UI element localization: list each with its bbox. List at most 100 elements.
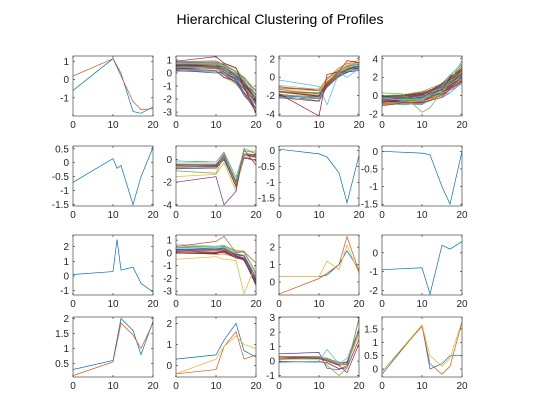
series-line xyxy=(279,68,359,106)
profile-line xyxy=(382,82,462,106)
series-line xyxy=(382,63,462,101)
plot-area xyxy=(279,146,359,206)
series-line xyxy=(279,60,359,116)
series-line xyxy=(73,58,153,110)
plot-area xyxy=(176,317,256,377)
series-group xyxy=(279,317,359,377)
y-tick-label: -1.5 xyxy=(258,194,276,205)
series-group xyxy=(176,235,256,295)
x-tick-label: 0 xyxy=(379,299,385,310)
series-group xyxy=(279,60,359,116)
y-tick-label: 0.5 xyxy=(55,144,69,155)
series-group xyxy=(279,148,359,205)
y-tick-label: -0.5 xyxy=(258,162,276,173)
profile-line xyxy=(176,249,256,283)
x-tick-label: 20 xyxy=(353,299,365,310)
profile-line xyxy=(382,75,462,101)
series-line xyxy=(176,56,256,114)
x-tick-label: 20 xyxy=(147,381,159,392)
series-line xyxy=(279,319,359,371)
x-tick-label: 20 xyxy=(250,120,262,131)
x-tick-label: 0 xyxy=(379,120,385,131)
series-line xyxy=(382,60,462,113)
series-line xyxy=(382,150,462,206)
x-tick-label: 0 xyxy=(70,210,76,221)
x-tick-label: 0 xyxy=(276,299,282,310)
y-tick-label: 0 xyxy=(166,155,172,166)
series-line xyxy=(176,330,256,375)
series-line xyxy=(73,317,153,370)
y-tick-label: 1 xyxy=(269,260,275,271)
y-tick-label: 0 xyxy=(166,248,172,259)
y-tick-label: -2 xyxy=(369,110,378,121)
series-line xyxy=(279,244,359,278)
y-tick-label: 2 xyxy=(372,73,378,84)
x-tick-label: 20 xyxy=(147,210,159,221)
series-line xyxy=(73,58,153,114)
plot-area xyxy=(279,235,359,295)
series-line xyxy=(73,322,153,376)
y-tick-label: 2 xyxy=(269,54,275,65)
series-group xyxy=(176,56,256,114)
y-tick-label: 0 xyxy=(372,147,378,158)
series-line xyxy=(176,148,256,206)
y-tick-label: 0.5 xyxy=(55,359,69,370)
profile-line xyxy=(176,244,256,275)
figure-title: Hierarchical Clustering of Profiles xyxy=(177,11,384,27)
series-group xyxy=(382,60,462,113)
x-tick-label: 0 xyxy=(173,210,179,221)
x-tick-label: 0 xyxy=(276,381,282,392)
y-tick-label: -4 xyxy=(163,200,172,211)
x-tick-label: 10 xyxy=(416,210,428,221)
y-tick-label: -1 xyxy=(369,267,378,278)
y-tick-label: 4 xyxy=(372,54,378,65)
profile-line xyxy=(382,68,462,97)
x-tick-label: 10 xyxy=(416,381,428,392)
y-tick-label: 0 xyxy=(63,75,69,86)
y-tick-label: -1 xyxy=(163,261,172,272)
series-line xyxy=(176,147,256,186)
y-tick-label: 1 xyxy=(372,338,378,349)
x-tick-label: 0 xyxy=(173,381,179,392)
x-tick-label: 0 xyxy=(276,120,282,131)
x-tick-label: 10 xyxy=(107,210,119,221)
y-tick-label: -2 xyxy=(266,91,275,102)
x-tick-label: 0 xyxy=(173,120,179,131)
x-tick-label: 20 xyxy=(456,120,468,131)
subplot-6: 0 10 20 0 -2 -4 xyxy=(163,145,262,221)
y-tick-label: -0.5 xyxy=(52,172,70,183)
y-tick-label: 1 xyxy=(166,236,172,247)
profile-line xyxy=(176,251,256,286)
plot-area xyxy=(279,317,359,377)
y-tick-label: 0 xyxy=(166,68,172,79)
y-tick-label: 0 xyxy=(269,277,275,288)
y-tick-label: -1 xyxy=(60,186,69,197)
y-tick-label: -3 xyxy=(163,108,172,119)
x-tick-label: 20 xyxy=(353,120,365,131)
series-group xyxy=(73,239,153,293)
profile-line xyxy=(382,73,462,98)
x-tick-label: 20 xyxy=(250,210,262,221)
series-line xyxy=(382,241,462,295)
profile-line xyxy=(176,68,256,112)
plot-area xyxy=(73,146,153,206)
series-line xyxy=(176,235,256,264)
y-tick-label: 0 xyxy=(269,146,275,157)
profile-line xyxy=(176,62,256,91)
series-line xyxy=(279,329,359,365)
y-tick-label: 0 xyxy=(372,91,378,102)
y-tick-label: 2 xyxy=(63,242,69,253)
plot-area xyxy=(73,235,153,295)
profile-line xyxy=(176,156,256,188)
x-tick-label: 10 xyxy=(416,299,428,310)
series-line xyxy=(279,235,359,295)
series-line xyxy=(382,320,462,372)
profile-line xyxy=(176,245,256,275)
series-group xyxy=(382,320,462,375)
y-tick-label: 1 xyxy=(63,257,69,268)
